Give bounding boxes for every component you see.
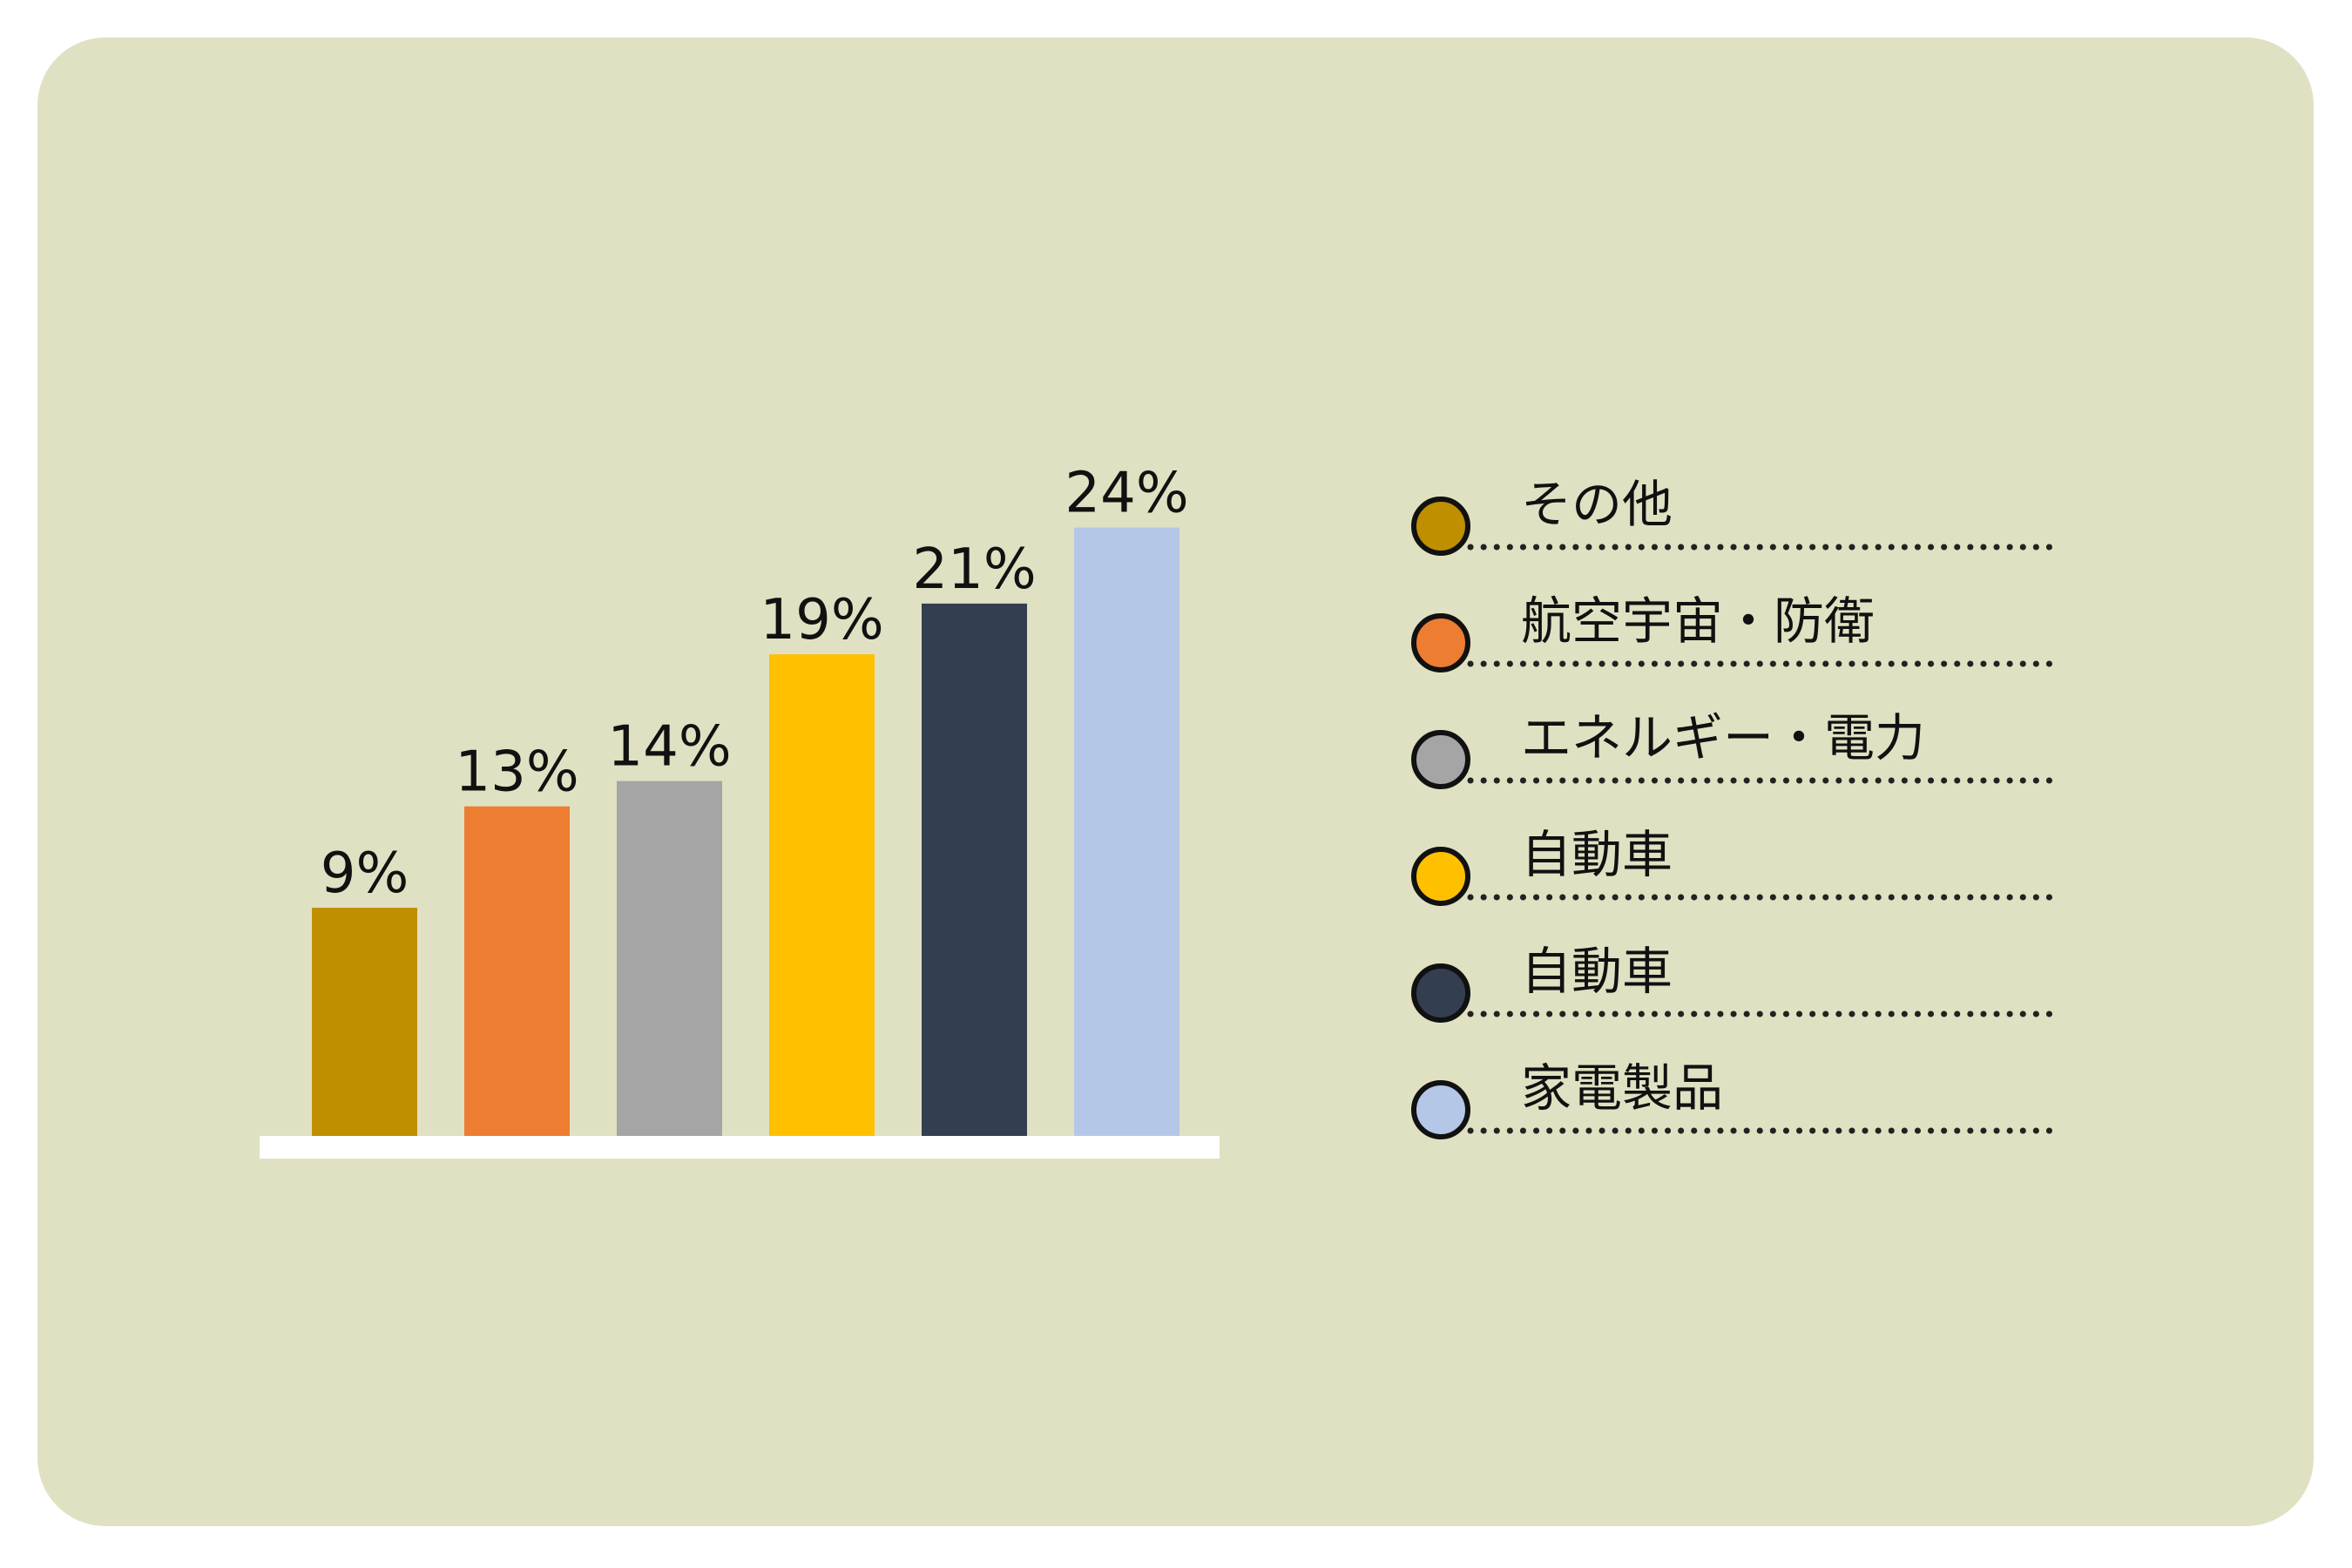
legend-swatch-5	[1411, 963, 1470, 1023]
legend-swatch-2	[1411, 613, 1470, 672]
bar-5	[922, 603, 1027, 1136]
bar-value-label-6: 24%	[1064, 462, 1188, 526]
legend-label-1: その他	[1521, 475, 1673, 534]
legend-swatch-3	[1411, 730, 1470, 789]
bar-value-label-5: 21%	[912, 537, 1036, 602]
legend-label-5: 自動車	[1521, 942, 1673, 1001]
legend-label-4: 自動車	[1521, 825, 1673, 884]
bar-value-label-1: 9%	[321, 841, 409, 906]
bars-group: 9% 13% 14% 19% 21% 24%	[312, 462, 1189, 1136]
bar-value-label-4: 19%	[760, 588, 883, 652]
chart-baseline	[260, 1136, 1220, 1159]
bar-3	[617, 781, 722, 1136]
legend-label-2: 航空宇宙・防衛	[1521, 591, 1875, 651]
bar-value-label-3: 14%	[607, 715, 731, 780]
legend-swatch-1	[1411, 497, 1470, 556]
bar-1	[312, 908, 417, 1136]
legend-label-3: エネルギー・電力	[1521, 708, 1925, 767]
bar-6	[1074, 527, 1179, 1136]
legend-swatch-4	[1411, 847, 1470, 906]
bar-2	[464, 806, 570, 1136]
bar-4	[769, 654, 875, 1136]
legend-label-6: 家電製品	[1521, 1058, 1723, 1118]
legend-swatch-6	[1411, 1080, 1470, 1139]
bar-value-label-2: 13%	[455, 740, 578, 805]
